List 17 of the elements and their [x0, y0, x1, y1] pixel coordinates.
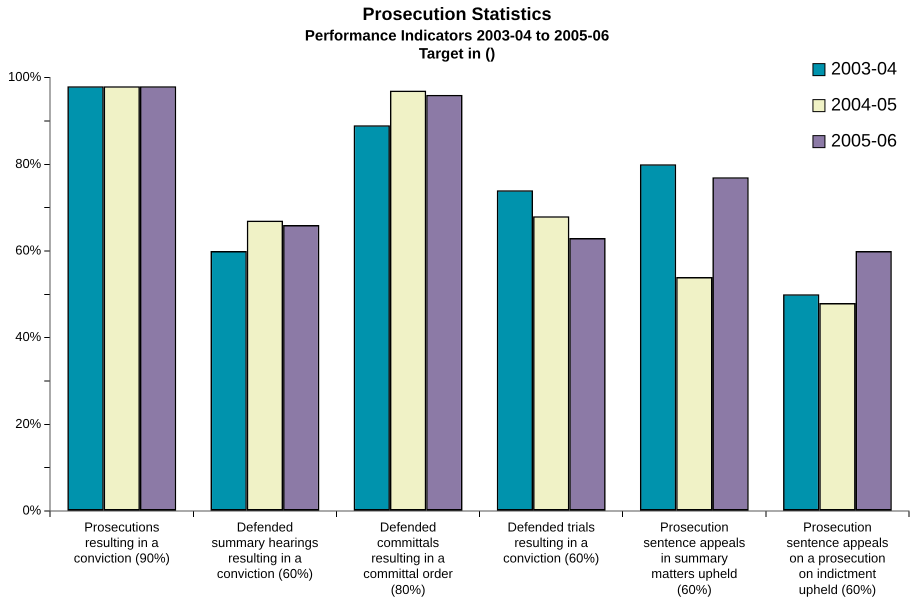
y-tick-label: 80% [15, 156, 42, 171]
legend-label: 2004-05 [830, 94, 898, 115]
x-tick-label: Prosecution sentence appeals in summary matters upheld (60%) [643, 519, 746, 597]
chart-subtitle: Performance Indicators 2003-04 to 2005-06 Target in () [304, 28, 610, 63]
x-tick-label: Defended summary hearings resulting in a conviction (60%) [211, 519, 319, 582]
y-tick-label: 40% [15, 329, 42, 344]
y-tick-label: 0% [22, 502, 42, 518]
x-tick-label: Prosecution sentence appeals on a prosecution on indictment upheld (60%) [786, 519, 889, 597]
legend-label: 2003-04 [830, 58, 898, 79]
y-tick-label: 100% [8, 69, 42, 84]
x-tick-label: Defended committals resulting in a committal order (80%) [363, 519, 454, 597]
legend-label: 2005-06 [830, 130, 898, 151]
y-tick-label: 60% [15, 242, 42, 258]
x-tick-label: Prosecutions resulting in a conviction (90%) [74, 519, 170, 566]
x-tick-label: Defended trials resulting in a conviction (60%) [503, 519, 600, 566]
chart-title: Prosecution Statistics [362, 4, 552, 24]
y-tick-label: 20% [15, 416, 42, 431]
